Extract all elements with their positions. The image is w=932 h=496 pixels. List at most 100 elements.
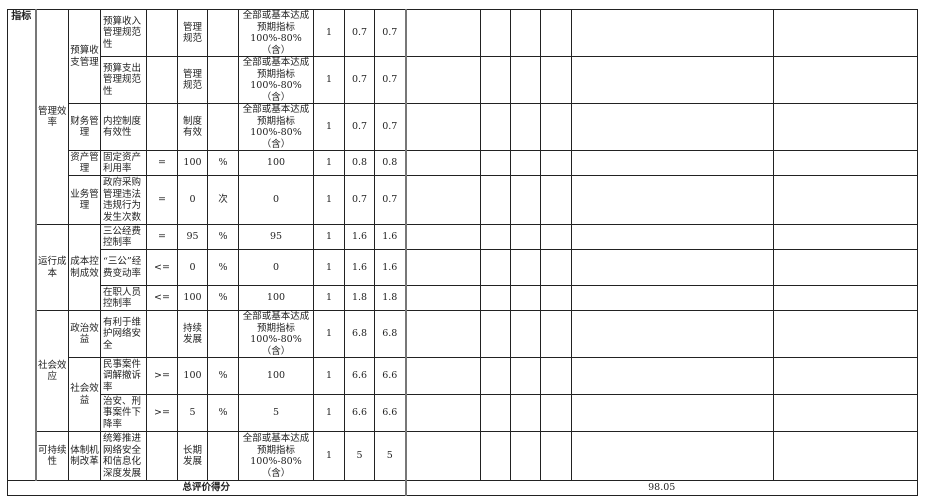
score-cell: 6.8 bbox=[374, 310, 407, 358]
empty-cell bbox=[773, 310, 918, 358]
level3-cell: 预算收支管理 bbox=[68, 9, 101, 104]
table-row: 预算支出管理规范性 管理规范 全部或基本达成预期指标100%-80%（含） 1 0.7 0… bbox=[8, 56, 918, 104]
operator-cell: <= bbox=[146, 249, 178, 286]
empty-cell bbox=[540, 56, 572, 104]
empty-cell bbox=[571, 56, 774, 104]
target-value-cell: 100 bbox=[177, 285, 208, 311]
empty-cell bbox=[540, 175, 572, 225]
actual-value-cell: 100 bbox=[238, 150, 314, 176]
empty-cell bbox=[571, 249, 774, 286]
empty-cell bbox=[773, 249, 918, 286]
count-cell: 1 bbox=[313, 56, 345, 104]
operator-cell: = bbox=[146, 224, 178, 250]
unit-cell bbox=[207, 103, 239, 151]
empty-cell bbox=[510, 249, 541, 286]
empty-cell bbox=[540, 150, 572, 176]
score-cell: 1.6 bbox=[374, 224, 407, 250]
empty-cell bbox=[405, 103, 481, 151]
operator-cell: = bbox=[146, 150, 178, 176]
level3-cell: 体制机制改革 bbox=[68, 431, 101, 481]
indicator-cell: 预算收入管理规范性 bbox=[100, 9, 147, 57]
empty-cell bbox=[510, 394, 541, 432]
table-row: 财务管理 内控制度有效性 制度有效 全部或基本达成预期指标100%-80%（含） 1 0.… bbox=[8, 103, 918, 151]
weight-cell: 0.7 bbox=[344, 175, 375, 225]
indicator-cell: 政府采购管理违法违规行为发生次数 bbox=[100, 175, 147, 225]
weight-cell: 0.7 bbox=[344, 103, 375, 151]
operator-cell: >= bbox=[146, 357, 178, 395]
total-label: 总评价得分 bbox=[7, 480, 407, 496]
weight-cell: 6.6 bbox=[344, 394, 375, 432]
indicator-cell: “三公”经费变动率 bbox=[100, 249, 147, 286]
empty-cell bbox=[405, 394, 481, 432]
unit-cell: % bbox=[207, 224, 239, 250]
actual-value-cell: 0 bbox=[238, 249, 314, 286]
score-cell: 6.6 bbox=[374, 357, 407, 395]
empty-cell bbox=[571, 150, 774, 176]
empty-cell bbox=[480, 394, 511, 432]
level3-cell: 政治效益 bbox=[68, 310, 101, 358]
weight-cell: 1.8 bbox=[344, 285, 375, 311]
table-row: 指标 管理效率 预算收支管理 预算收入管理规范性 管理规范 全部或基本达成预期指标100%… bbox=[7, 9, 918, 481]
actual-value-cell: 全部或基本达成预期指标100%-80%（含） bbox=[238, 310, 314, 358]
count-cell: 1 bbox=[313, 431, 345, 481]
empty-cell bbox=[773, 285, 918, 311]
count-cell: 1 bbox=[313, 150, 345, 176]
indicator-cell: 内控制度有效性 bbox=[100, 103, 147, 151]
indicator-cell: 预算支出管理规范性 bbox=[100, 56, 147, 104]
empty-cell bbox=[540, 357, 572, 395]
weight-cell: 6.6 bbox=[344, 357, 375, 395]
unit-cell bbox=[207, 56, 239, 104]
score-cell: 5 bbox=[374, 431, 407, 481]
empty-cell bbox=[571, 357, 774, 395]
empty-cell bbox=[405, 249, 481, 286]
empty-cell bbox=[773, 431, 918, 481]
empty-cell bbox=[510, 224, 541, 250]
empty-cell bbox=[480, 103, 511, 151]
empty-cell bbox=[571, 175, 774, 225]
indicator-cell: 有利于维护网络安全 bbox=[100, 310, 147, 358]
evaluation-table: 指标 管理效率 预算收支管理 预算收入管理规范性 管理规范 全部或基本达成预期指标100%… bbox=[7, 9, 918, 496]
indicator-cell: 三公经费控制率 bbox=[100, 224, 147, 250]
empty-cell bbox=[773, 9, 918, 57]
unit-cell: % bbox=[207, 357, 239, 395]
actual-value-cell: 全部或基本达成预期指标100%-80%（含） bbox=[238, 431, 314, 481]
operator-cell bbox=[146, 103, 178, 151]
operator-cell: = bbox=[146, 175, 178, 225]
empty-cell bbox=[510, 431, 541, 481]
unit-cell: % bbox=[207, 249, 239, 286]
level2-cell: 可持续性 bbox=[35, 431, 69, 481]
empty-cell bbox=[571, 394, 774, 432]
count-cell: 1 bbox=[313, 9, 345, 57]
table-row: 资产管理 固定资产利用率 = 100% 100 1 0.8 0.8 bbox=[8, 150, 918, 176]
weight-cell: 0.7 bbox=[344, 56, 375, 104]
empty-cell bbox=[510, 310, 541, 358]
unit-cell bbox=[207, 9, 239, 57]
empty-cell bbox=[540, 394, 572, 432]
empty-cell bbox=[480, 150, 511, 176]
level3-cell: 财务管理 bbox=[68, 103, 101, 151]
target-value-cell: 5 bbox=[177, 394, 208, 432]
empty-cell bbox=[510, 9, 541, 57]
empty-cell bbox=[571, 103, 774, 151]
count-cell: 1 bbox=[313, 224, 345, 250]
count-cell: 1 bbox=[313, 249, 345, 286]
empty-cell bbox=[571, 285, 774, 311]
level3-cell: 社会效益 bbox=[68, 357, 101, 432]
empty-cell bbox=[540, 224, 572, 250]
empty-cell bbox=[510, 285, 541, 311]
level2-cell: 管理效率 bbox=[35, 9, 69, 225]
empty-cell bbox=[405, 431, 481, 481]
score-cell: 0.7 bbox=[374, 56, 407, 104]
table-row: 在职人员控制率 <= 100% 100 1 1.8 1.8 bbox=[8, 285, 918, 311]
empty-cell bbox=[480, 175, 511, 225]
target-value-cell: 95 bbox=[177, 224, 208, 250]
level2-cell: 运行成本 bbox=[35, 224, 69, 311]
indicator-cell: 固定资产利用率 bbox=[100, 150, 147, 176]
table-row: 可持续性 体制机制改革 统筹推进网络安全和信息化深度发展 长期发展 全部或基本达成预期指… bbox=[8, 431, 918, 481]
target-value-cell: 0 bbox=[177, 175, 208, 225]
actual-value-cell: 100 bbox=[238, 285, 314, 311]
operator-cell bbox=[146, 431, 178, 481]
empty-cell bbox=[480, 249, 511, 286]
target-value-cell: 管理规范 bbox=[177, 9, 208, 57]
empty-cell bbox=[405, 357, 481, 395]
